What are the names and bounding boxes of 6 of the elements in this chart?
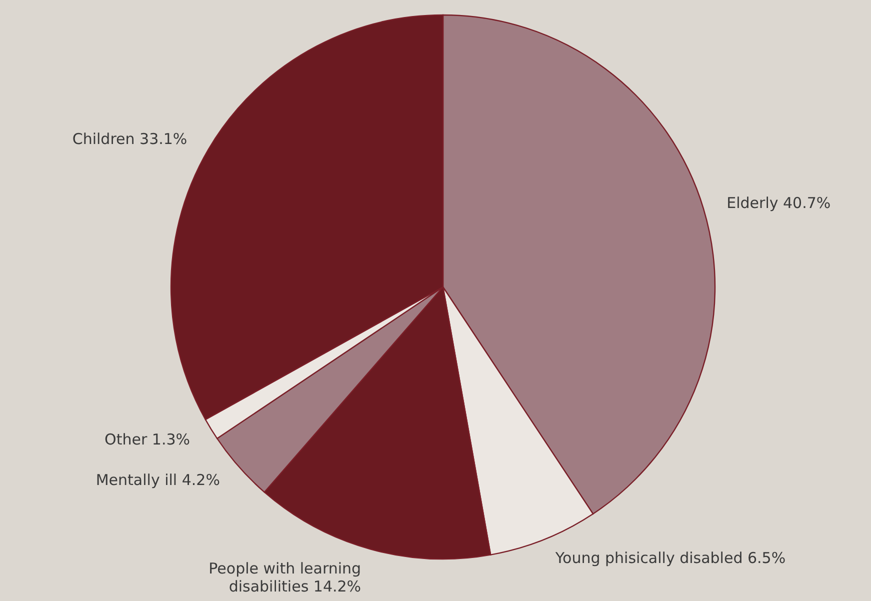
slice-label: Mentally ill 4.2% <box>96 471 220 490</box>
slice-label: Children 33.1% <box>72 130 188 148</box>
slice-label: Other 1.3% <box>104 430 190 449</box>
slice-label: Young phisically disabled 6.5% <box>554 549 786 568</box>
slice-label: People with learning disabilities 14.2% <box>208 559 362 596</box>
slice-label: Elderly 40.7% <box>726 194 831 212</box>
